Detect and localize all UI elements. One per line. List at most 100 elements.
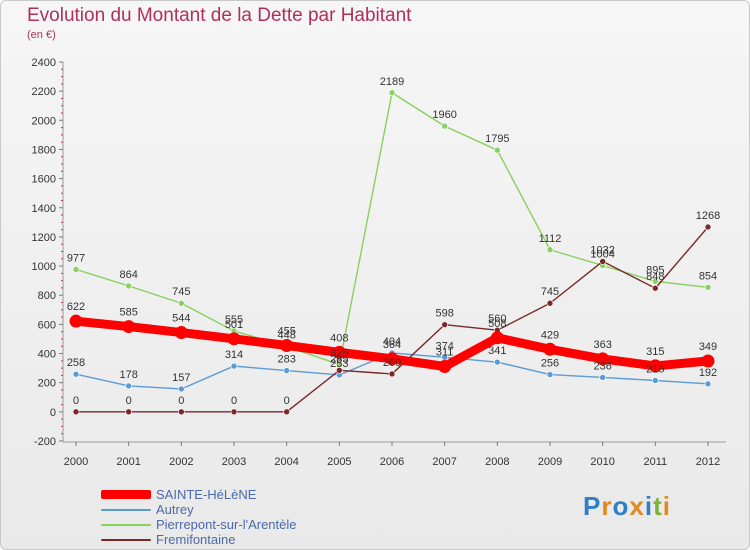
legend-swatch-fremifontaine [101, 539, 151, 541]
data-point [543, 342, 557, 356]
data-label: 429 [541, 329, 559, 341]
x-tick-label: 2003 [222, 456, 246, 468]
data-point [230, 408, 238, 416]
data-label: 2189 [380, 76, 404, 88]
data-label: 178 [119, 369, 137, 381]
y-tick-label: 1000 [32, 261, 56, 273]
x-tick-label: 2004 [274, 456, 298, 468]
data-label: 585 [119, 307, 137, 319]
data-point [72, 408, 80, 416]
data-point [648, 359, 662, 373]
data-label: 285 [330, 353, 348, 365]
data-label: 1112 [539, 233, 562, 245]
data-point [227, 332, 241, 346]
data-label: 314 [225, 349, 243, 361]
y-tick-label: 1400 [32, 203, 56, 215]
proxiti-logo: Proxiti [583, 491, 671, 522]
data-label: 311 [436, 347, 454, 359]
data-point [704, 284, 712, 291]
data-label: 544 [172, 313, 190, 325]
legend-label-sainte-helene: SAINTE-HéLèNE [156, 487, 257, 502]
data-point [385, 352, 399, 366]
data-point [336, 367, 343, 374]
data-label: 256 [541, 358, 559, 370]
y-tick-label: 2200 [32, 86, 56, 98]
data-point [388, 89, 396, 97]
data-label: 258 [67, 357, 85, 369]
data-point [546, 299, 554, 307]
data-label: 745 [172, 286, 190, 298]
data-point [441, 122, 448, 130]
data-point [280, 339, 294, 353]
data-label: 1268 [696, 210, 720, 222]
data-label: 0 [126, 395, 132, 407]
data-label: 374 [435, 340, 453, 352]
data-point [546, 246, 554, 254]
x-tick-label: 2006 [380, 456, 404, 468]
data-label: 253 [330, 358, 348, 370]
data-point [72, 266, 80, 273]
data-label: 236 [593, 360, 611, 372]
data-label: 363 [593, 339, 611, 351]
data-point [178, 299, 185, 307]
data-label: 0 [73, 395, 79, 407]
data-label: 341 [488, 345, 506, 357]
y-tick-label: 600 [38, 319, 56, 331]
y-tick-label: 400 [38, 349, 56, 361]
data-point [122, 320, 136, 334]
data-point [599, 258, 606, 265]
data-point [283, 367, 290, 374]
x-tick-label: 2010 [590, 456, 614, 468]
data-label: 455 [277, 326, 295, 338]
logo-letter: r [601, 491, 613, 521]
y-tick-label: 2400 [32, 57, 56, 69]
data-point [230, 362, 238, 370]
data-label: 325 [330, 347, 348, 359]
data-point [494, 146, 501, 154]
chart-title: Evolution du Montant de la Dette par Hab… [27, 5, 412, 26]
data-label: 0 [284, 395, 290, 407]
data-point [704, 223, 712, 231]
x-tick-label: 2011 [644, 456, 668, 468]
data-label: 1032 [590, 244, 614, 256]
chart-subtitle: (en €) [27, 29, 56, 41]
data-label: 622 [67, 301, 85, 313]
data-point [441, 321, 448, 328]
data-point [652, 284, 659, 292]
x-tick-label: 2005 [327, 456, 351, 468]
y-tick-label: 1600 [32, 174, 56, 186]
legend-label-fremifontaine: Fremifontaine [156, 532, 236, 547]
data-label: 408 [330, 332, 348, 344]
data-label: 1004 [590, 248, 614, 260]
data-point [701, 354, 715, 368]
data-label: 260 [383, 357, 401, 369]
x-tick-label: 2007 [432, 456, 456, 468]
data-point [704, 380, 712, 388]
data-label: 848 [646, 271, 664, 283]
data-label: 560 [488, 313, 506, 325]
data-label: 555 [225, 314, 243, 326]
data-label: 598 [435, 308, 453, 320]
data-point [332, 345, 346, 359]
logo-letter: x [629, 491, 645, 521]
data-label: 501 [225, 319, 243, 331]
data-point [438, 360, 452, 374]
data-point [178, 385, 185, 393]
data-point [652, 377, 659, 384]
data-label: 895 [646, 264, 664, 276]
data-label: 364 [383, 339, 401, 351]
x-tick-label: 2002 [169, 456, 193, 468]
data-label: 283 [277, 354, 295, 366]
data-point [125, 382, 132, 390]
data-label: 315 [646, 346, 664, 358]
logo-letter: t [653, 491, 663, 521]
data-label: 448 [277, 330, 295, 342]
legend-swatch-pierrepont [101, 524, 151, 526]
data-label: 1960 [432, 109, 456, 121]
data-label: 157 [172, 372, 190, 384]
y-tick-label: 800 [38, 290, 56, 302]
series-line-2 [75, 92, 709, 366]
data-label: 864 [119, 269, 137, 281]
data-label: 192 [699, 367, 717, 379]
